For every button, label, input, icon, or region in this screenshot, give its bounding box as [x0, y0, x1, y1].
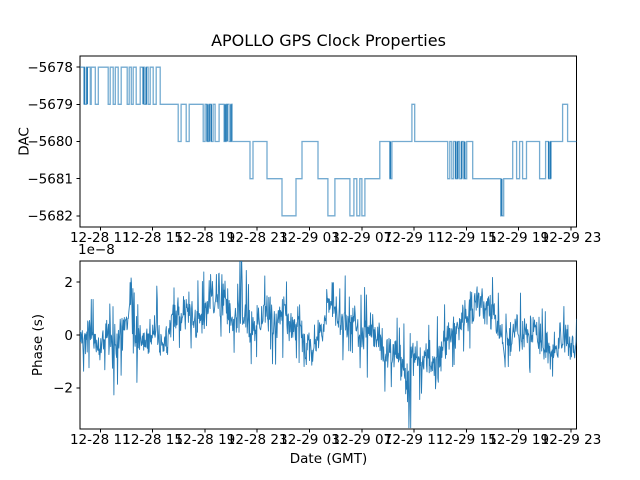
x-tick-label: 12-29 03 — [279, 230, 340, 246]
y-tick-label: −5680 — [27, 134, 73, 150]
y-tick-label: 0 — [64, 328, 73, 344]
y-tick-label: −2 — [53, 381, 73, 397]
x-tick-label: 12-28 23 — [227, 432, 288, 448]
x-tick-label: 12-28 19 — [175, 432, 236, 448]
phase-ylabel: Phase (s) — [30, 314, 46, 376]
x-tick-label: 12-28 23 — [227, 230, 288, 246]
x-tick-label: 12-28 11 — [70, 230, 131, 246]
phase-offset-label: 1e−8 — [78, 242, 115, 258]
x-tick-label: 12-28 11 — [70, 432, 131, 448]
y-tick-label: −5679 — [27, 97, 73, 113]
dac-ylabel: DAC — [17, 127, 33, 156]
x-tick-label: 12-29 07 — [331, 432, 392, 448]
y-tick-label: −5682 — [27, 209, 73, 225]
x-tick-label: 12-29 23 — [541, 230, 602, 246]
x-tick-label: 12-29 11 — [384, 432, 445, 448]
phase-line — [80, 261, 577, 429]
chart-title: APOLLO GPS Clock Properties — [211, 31, 446, 50]
x-axis-label: Date (GMT) — [289, 451, 368, 467]
x-tick-label: 12-28 15 — [122, 432, 183, 448]
x-tick-label: 12-28 19 — [175, 230, 236, 246]
x-tick-label: 12-28 15 — [122, 230, 183, 246]
y-tick-label: −5681 — [27, 171, 73, 187]
y-tick-label: 2 — [64, 275, 73, 291]
x-tick-label: 12-29 11 — [384, 230, 445, 246]
x-tick-label: 12-29 19 — [488, 230, 549, 246]
x-tick-label: 12-29 15 — [436, 230, 497, 246]
x-tick-label: 12-29 23 — [541, 432, 602, 448]
x-tick-label: 12-29 19 — [488, 432, 549, 448]
phase-axes-frame — [79, 260, 577, 430]
x-tick-label: 12-29 03 — [279, 432, 340, 448]
y-tick-label: −5678 — [27, 60, 73, 76]
x-tick-label: 12-29 07 — [331, 230, 392, 246]
dac-step-line — [80, 66, 577, 217]
x-tick-label: 12-29 15 — [436, 432, 497, 448]
